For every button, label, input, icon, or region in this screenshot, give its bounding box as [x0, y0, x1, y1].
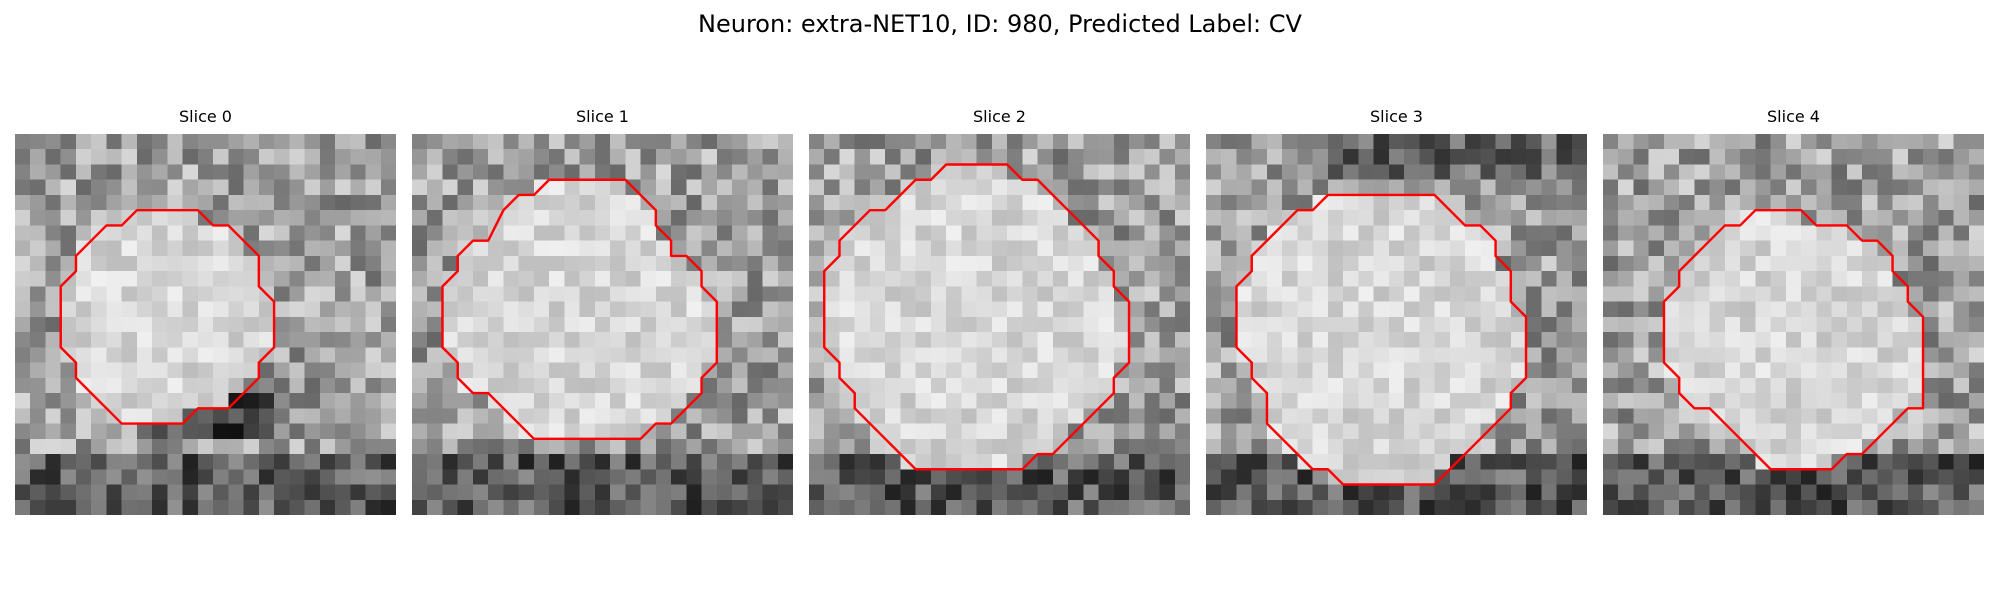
- pixel-grid: [1603, 134, 1984, 515]
- slice-panel-4: Slice 4: [1603, 107, 1984, 515]
- slice-image-3: [1206, 134, 1587, 515]
- pixel-grid: [809, 134, 1190, 515]
- slice-title-4: Slice 4: [1767, 107, 1820, 126]
- slice-image-4: [1603, 134, 1984, 515]
- pixel-grid: [15, 134, 396, 515]
- roi-contour: [59, 208, 276, 425]
- slice-panel-1: Slice 1: [412, 107, 793, 515]
- slice-panel-0: Slice 0: [15, 107, 396, 515]
- slice-image-0: [15, 134, 396, 515]
- slice-title-0: Slice 0: [179, 107, 232, 126]
- pixel-grid: [412, 134, 793, 515]
- slice-title-3: Slice 3: [1370, 107, 1423, 126]
- slice-image-1: [412, 134, 793, 515]
- roi-contour: [441, 178, 719, 441]
- roi-contour: [1235, 193, 1528, 486]
- roi-contour: [1662, 208, 1925, 471]
- slice-image-2: [809, 134, 1190, 515]
- slice-panel-2: Slice 2: [809, 107, 1190, 515]
- pixel-grid: [1206, 134, 1587, 515]
- roi-contour: [823, 163, 1131, 471]
- slice-panel-3: Slice 3: [1206, 107, 1587, 515]
- slice-title-1: Slice 1: [576, 107, 629, 126]
- figure-title: Neuron: extra-NET10, ID: 980, Predicted …: [698, 10, 1302, 38]
- slice-title-2: Slice 2: [973, 107, 1026, 126]
